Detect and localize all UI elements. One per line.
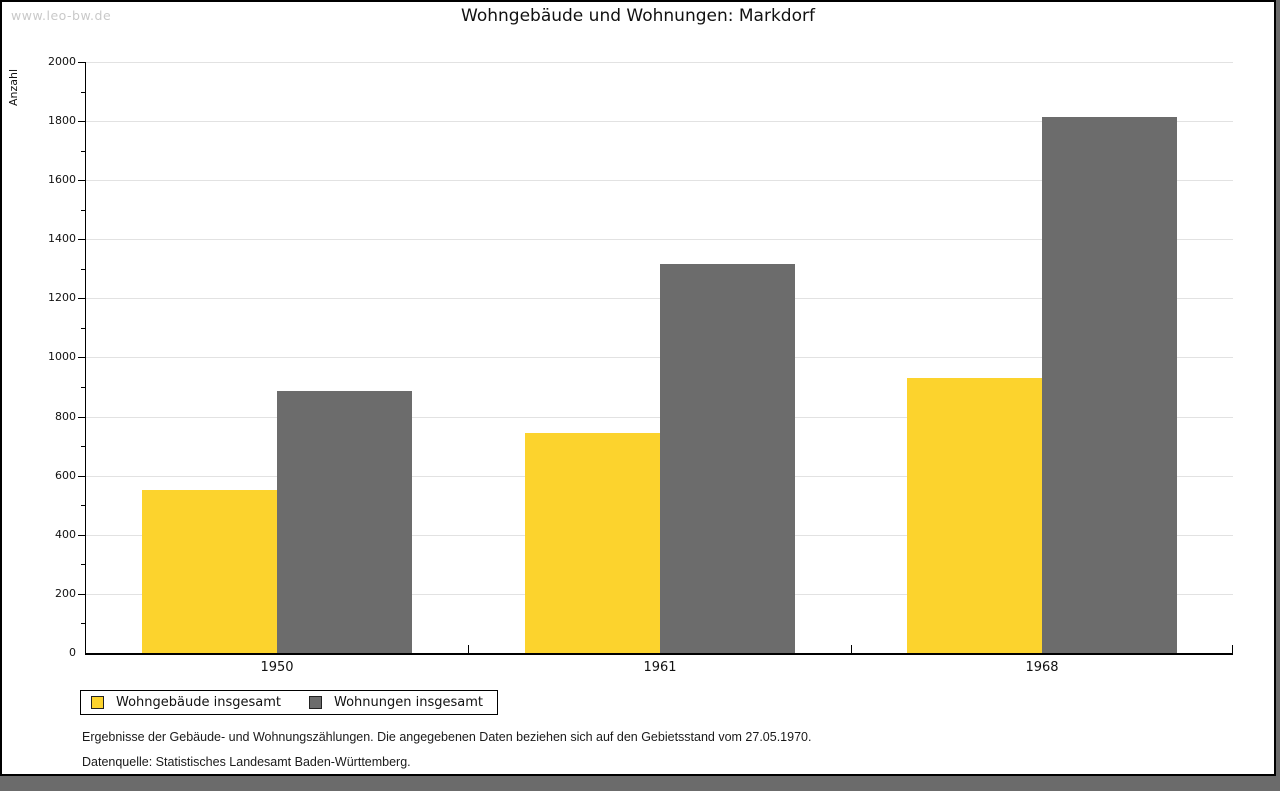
x-axis-group-tick: [851, 645, 852, 653]
y-tick-label: 1000: [48, 350, 76, 363]
y-major-tick: [78, 535, 85, 536]
y-tick-label: 400: [55, 528, 76, 541]
y-minor-tick: [81, 328, 85, 329]
bar-wohnungen-1961: [660, 264, 795, 653]
gridline: [86, 298, 1233, 299]
bar-wohngebaeude-1950: [142, 490, 277, 653]
y-minor-tick: [81, 92, 85, 93]
legend-item-wohngebaeude: Wohngebäude insgesamt: [91, 695, 281, 710]
y-major-tick: [78, 239, 85, 240]
y-tick-label: 1600: [48, 173, 76, 186]
y-minor-tick: [81, 623, 85, 624]
y-minor-tick: [81, 210, 85, 211]
y-minor-tick: [81, 387, 85, 388]
plot-area: 0 200 400 600 800 1000 1200 1400 1600 1800 2000 195…: [48, 55, 1233, 675]
y-tick-label: 200: [55, 587, 76, 600]
legend: Wohngebäude insgesamt Wohnungen insgesam…: [80, 690, 498, 715]
y-minor-tick: [81, 269, 85, 270]
y-major-tick: [78, 357, 85, 358]
legend-label-wohnungen: Wohnungen insgesamt: [334, 695, 483, 710]
footnote-2: Datenquelle: Statistisches Landesamt Bad…: [82, 755, 411, 769]
x-axis-group-tick: [468, 645, 469, 653]
x-axis-group-tick: [1232, 645, 1233, 653]
gridline: [86, 417, 1233, 418]
y-tick-label: 800: [55, 410, 76, 423]
y-tick-label: 1400: [48, 232, 76, 245]
legend-swatch-wohngebaeude: [91, 696, 104, 709]
x-tick-label-1950: 1950: [260, 660, 294, 675]
legend-swatch-wohnungen: [309, 696, 322, 709]
gridline: [86, 239, 1233, 240]
x-tick-label-1968: 1968: [1025, 660, 1059, 675]
bar-wohnungen-1968: [1042, 117, 1177, 653]
chart-canvas: www.leo-bw.de Wohngebäude und Wohnungen:…: [0, 0, 1276, 776]
x-tick-label-1961: 1961: [643, 660, 677, 675]
chart-title: Wohngebäude und Wohnungen: Markdorf: [461, 6, 815, 26]
y-tick-label: 1800: [48, 114, 76, 127]
watermark-text: www.leo-bw.de: [11, 8, 112, 23]
y-tick-label: 600: [55, 469, 76, 482]
y-major-tick: [78, 121, 85, 122]
legend-label-wohngebaeude: Wohngebäude insgesamt: [116, 695, 281, 710]
bar-wohngebaeude-1961: [525, 433, 660, 653]
gridline: [86, 180, 1233, 181]
y-minor-tick: [81, 446, 85, 447]
y-minor-tick: [81, 505, 85, 506]
gridline: [86, 62, 1233, 63]
y-tick-label: 1200: [48, 291, 76, 304]
gridline: [86, 121, 1233, 122]
y-tick-label: 2000: [48, 55, 76, 68]
y-major-tick: [78, 62, 85, 63]
y-minor-tick: [81, 151, 85, 152]
footnote-1: Ergebnisse der Gebäude- und Wohnungszähl…: [82, 730, 812, 744]
bar-wohnungen-1950: [277, 391, 412, 653]
legend-item-wohnungen: Wohnungen insgesamt: [309, 695, 483, 710]
y-major-tick: [78, 476, 85, 477]
y-axis-label: Anzahl: [7, 68, 20, 106]
bar-wohngebaeude-1968: [907, 378, 1042, 653]
y-major-tick: [78, 180, 85, 181]
y-minor-tick: [81, 564, 85, 565]
y-major-tick: [78, 594, 85, 595]
gridline: [86, 357, 1233, 358]
y-tick-label: 0: [69, 646, 76, 659]
y-major-tick: [78, 298, 85, 299]
y-major-tick: [78, 417, 85, 418]
